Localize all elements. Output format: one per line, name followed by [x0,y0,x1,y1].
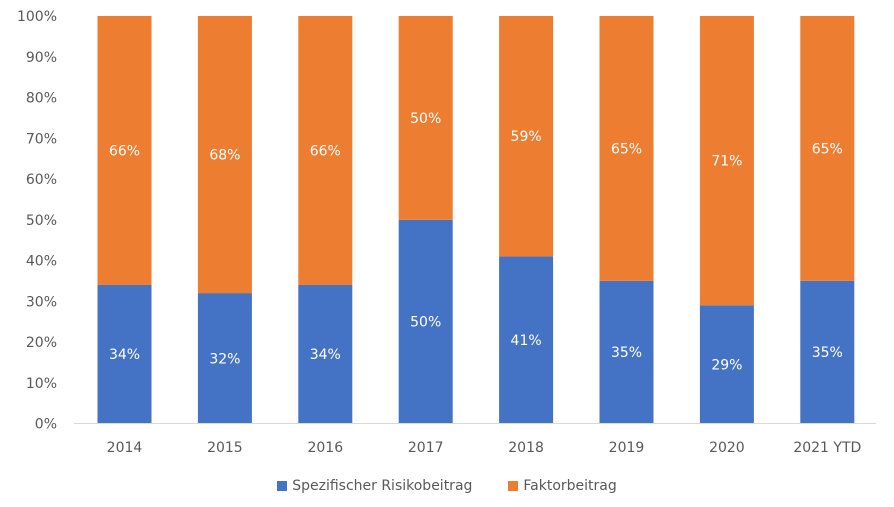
y-tick-label: 10% [26,376,57,392]
y-tick-label: 80% [26,91,57,107]
data-label: 50% [410,315,441,331]
bar-segment-spezifischer-risikobeitrag [499,256,554,424]
y-tick-label: 40% [26,254,57,270]
data-label: 34% [310,347,341,363]
data-label: 50% [410,111,441,127]
bar-segment-spezifischer-risikobeitrag [298,284,353,424]
data-label: 35% [611,345,642,361]
legend-label: Spezifischer Risikobeitrag [292,478,473,494]
legend: Spezifischer Risikobeitrag Faktorbeitrag [0,478,894,494]
x-tick-label: 2017 [408,440,444,456]
bar-segment-faktorbeitrag [398,16,453,220]
data-label: 66% [109,143,140,159]
x-tick-label: 2016 [307,440,343,456]
bar-segment-faktorbeitrag [499,16,554,257]
data-label: 59% [511,129,542,145]
legend-item-spezifischer-risikobeitrag: Spezifischer Risikobeitrag [277,478,472,494]
y-tick-label: 100% [17,9,57,25]
bar-segment-spezifischer-risikobeitrag [699,305,754,424]
bars: 34% 66% 32% 68% 34% 66% 50% 50% 41% 59% 35% 65% 29% 7… [97,16,855,424]
y-tick-label: 30% [26,294,57,310]
bar-segment-faktorbeitrag [298,16,353,285]
bar-segment-faktorbeitrag [97,16,152,285]
y-tick-label: 50% [26,213,57,229]
legend-swatch-blue [277,481,288,491]
y-axis: 0% 10% 20% 30% 40% 50% 60% 70% 80% 90% 100% [17,9,57,433]
legend-label: Faktorbeitrag [523,478,617,494]
x-tick-label: 2020 [709,440,745,456]
x-tick-label: 2014 [107,440,143,456]
y-tick-label: 20% [26,335,57,351]
x-tick-label: 2018 [508,440,544,456]
bar-segment-faktorbeitrag [699,16,754,306]
y-tick-label: 0% [35,417,57,433]
data-label: 68% [209,148,240,164]
bar-segment-faktorbeitrag [197,16,252,294]
legend-item-faktorbeitrag: Faktorbeitrag [508,478,617,494]
y-tick-label: 90% [26,50,57,66]
bar-segment-spezifischer-risikobeitrag [599,280,654,424]
bar-segment-spezifischer-risikobeitrag [197,293,252,424]
bar-segment-faktorbeitrag [599,16,654,281]
bar-segment-faktorbeitrag [800,16,855,281]
data-label: 71% [711,154,742,170]
bar-segment-spezifischer-risikobeitrag [97,284,152,424]
x-tick-label: 2021 YTD [793,440,861,456]
bar-segment-spezifischer-risikobeitrag [800,280,855,424]
y-tick-label: 70% [26,131,57,147]
data-label: 65% [812,141,843,157]
bar-segment-spezifischer-risikobeitrag [398,219,453,424]
x-axis: 2014 2015 2016 2017 2018 2019 2020 2021 YTD [107,440,862,456]
data-label: 29% [711,357,742,373]
data-label: 32% [209,351,240,367]
data-label: 35% [812,345,843,361]
x-tick-label: 2019 [609,440,645,456]
data-label: 66% [310,143,341,159]
data-label: 41% [511,333,542,349]
x-tick-label: 2015 [207,440,243,456]
data-label: 65% [611,141,642,157]
y-tick-label: 60% [26,172,57,188]
legend-swatch-orange [508,481,519,491]
data-label: 34% [109,347,140,363]
